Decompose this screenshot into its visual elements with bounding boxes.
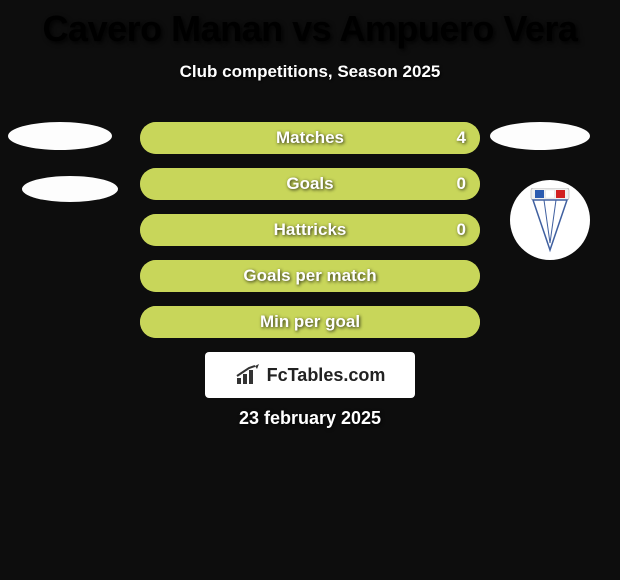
stat-row: Min per goal [140,306,480,338]
club-logo [510,180,590,260]
stat-row-value: 4 [457,128,466,148]
stat-row: Goals 0 [140,168,480,200]
stat-row-label: Goals per match [243,266,376,286]
stats-rows: Matches 4 Goals 0 Hattricks 0 Goals per match M… [140,122,480,352]
title-player-right: Ampuero Vera [339,8,577,49]
title-player-left: Cavero Manan [43,8,283,49]
stat-row-label: Goals [286,174,333,194]
branding-box: FcTables.com [205,352,415,398]
stat-row-value: 0 [457,174,466,194]
page-title: Cavero Manan vs Ampuero Vera [0,0,620,50]
stat-row: Hattricks 0 [140,214,480,246]
stat-row-label: Min per goal [260,312,360,332]
date-label: 23 february 2025 [0,408,620,429]
branding-text: FcTables.com [267,365,386,386]
title-vs: vs [292,8,331,49]
stat-row-label: Matches [276,128,344,148]
stat-row: Goals per match [140,260,480,292]
decorative-ellipse [8,122,112,150]
decorative-ellipse [22,176,118,202]
stat-row-label: Hattricks [274,220,347,240]
decorative-ellipse [490,122,590,150]
stat-row: Matches 4 [140,122,480,154]
subtitle: Club competitions, Season 2025 [0,62,620,82]
fctables-chart-icon [235,364,261,386]
stat-row-value: 0 [457,220,466,240]
club-logo-pennant [525,188,575,253]
